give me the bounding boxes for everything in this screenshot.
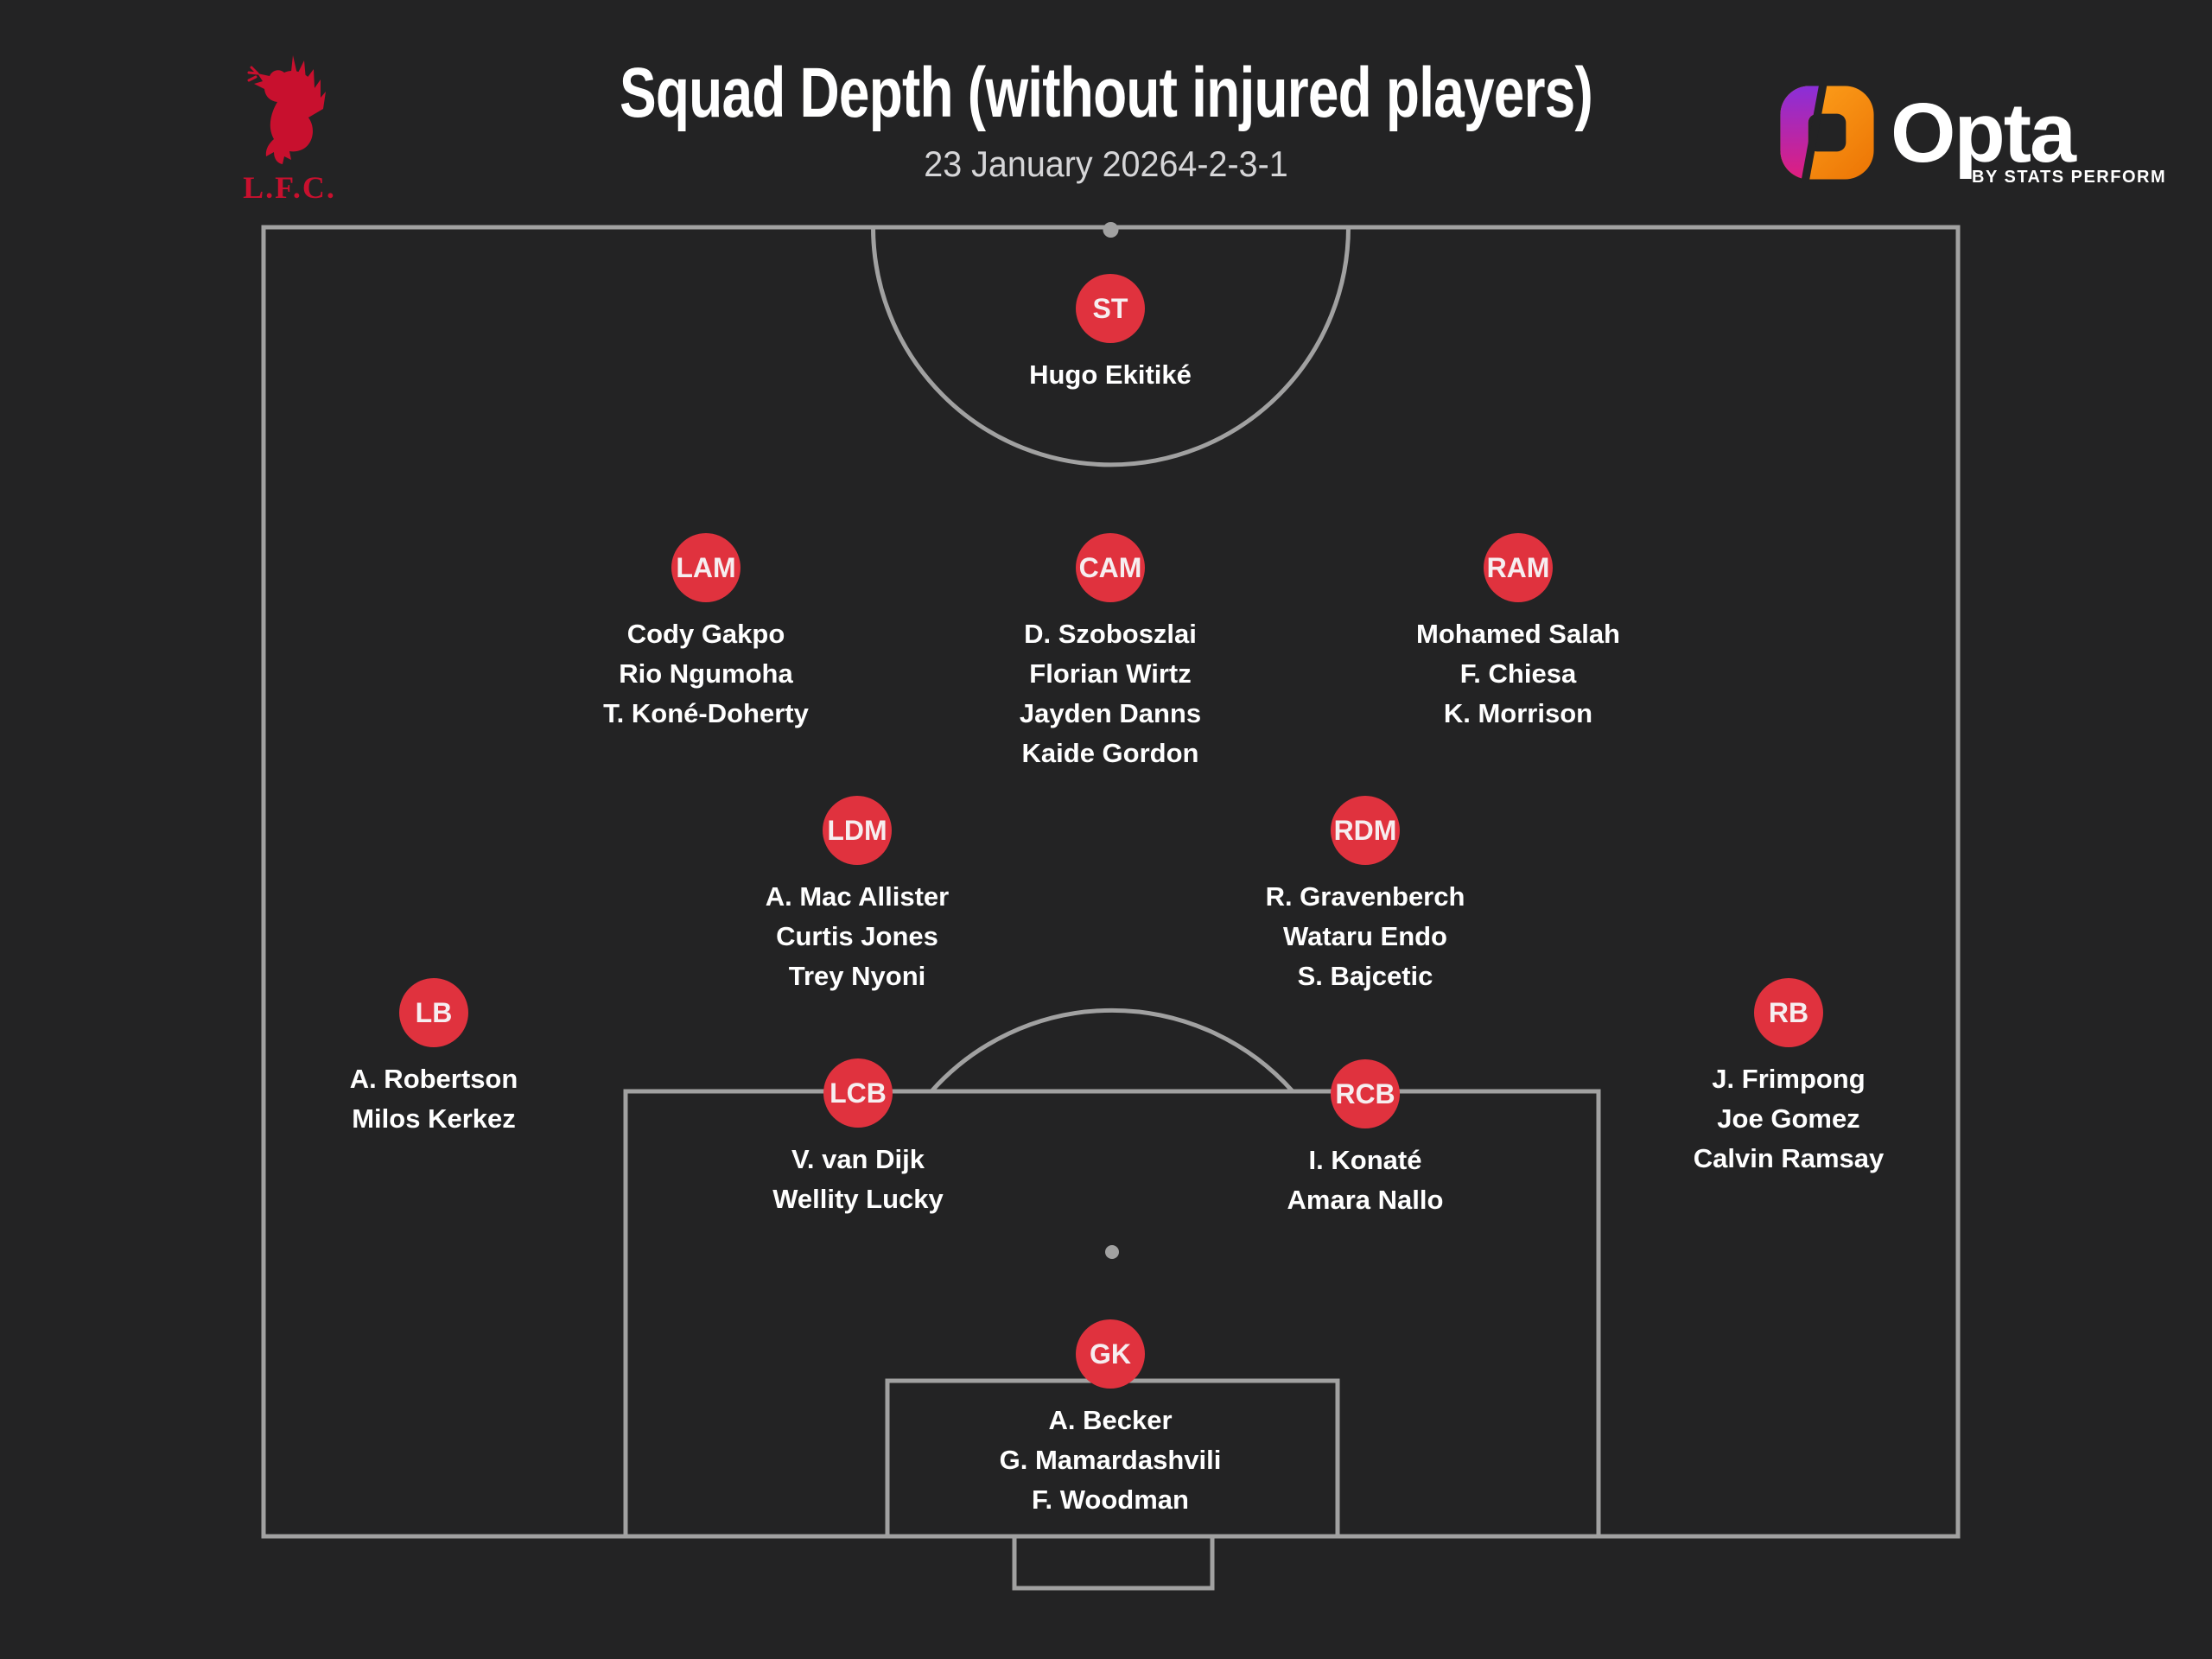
date-text: 23 January 2026 (924, 143, 1179, 184)
player-name: Rio Ngumoha (619, 658, 793, 689)
crest-label: L.F.C. (243, 170, 336, 205)
player-name: T. Koné-Doherty (603, 698, 809, 728)
position-group-ram: RAM Mohamed Salah F. Chiesa K. Morrison (1328, 533, 1708, 734)
position-group-cam: CAM D. Szoboszlai Florian Wirtz Jayden Dann… (920, 533, 1300, 773)
player-name: A. Mac Allister (765, 881, 950, 912)
player-name: Cody Gakpo (626, 619, 785, 649)
player-list: J. Frimpong Joe Gomez Calvin Ramsay (1599, 1059, 1979, 1179)
page-title: Squad Depth (without injured players) (619, 54, 1593, 132)
position-badge-cam: CAM (1076, 533, 1145, 602)
player-name: F. Chiesa (1459, 658, 1577, 689)
opta-mark-icon (1780, 83, 1874, 182)
player-name: S. Bajcetic (1297, 961, 1433, 991)
player-name: Wataru Endo (1282, 921, 1447, 951)
player-name: Wellity Lucky (772, 1184, 944, 1214)
player-name: Mohamed Salah (1416, 619, 1620, 649)
player-list: A. Becker G. Mamardashvili F. Woodman (920, 1401, 1300, 1520)
position-badge-rb: RB (1754, 978, 1823, 1047)
position-group-st: ST Hugo Ekitiké (920, 274, 1300, 395)
position-group-rcb: RCB I. Konaté Amara Nallo (1175, 1059, 1555, 1220)
player-name: F. Woodman (1032, 1484, 1189, 1515)
opta-byline: BY STATS PERFORM (1972, 168, 2167, 187)
position-group-rb: RB J. Frimpong Joe Gomez Calvin Ramsay (1599, 978, 1979, 1179)
player-name: Milos Kerkez (352, 1103, 516, 1134)
penalty-arc (930, 1007, 1294, 1093)
player-name: A. Robertson (349, 1064, 518, 1094)
player-list: Cody Gakpo Rio Ngumoha T. Koné-Doherty (516, 614, 896, 734)
position-group-lb: LB A. Robertson Milos Kerkez (244, 978, 624, 1139)
position-badge-lb: LB (399, 978, 468, 1047)
position-badge-lam: LAM (671, 533, 741, 602)
position-group-rdm: RDM R. Gravenberch Wataru Endo S. Bajcetic (1175, 796, 1555, 996)
liver-bird-icon (247, 55, 326, 164)
position-badge-lcb: LCB (823, 1058, 893, 1128)
liverpool-crest: L.F.C. (243, 50, 336, 206)
player-name: Florian Wirtz (1029, 658, 1192, 689)
player-name: Jayden Danns (1019, 698, 1202, 728)
position-group-lam: LAM Cody Gakpo Rio Ngumoha T. Koné-Doherty (516, 533, 896, 734)
position-badge-ram: RAM (1484, 533, 1553, 602)
goal (1012, 1534, 1215, 1591)
player-list: A. Robertson Milos Kerkez (244, 1059, 624, 1139)
position-badge-ldm: LDM (823, 796, 892, 865)
player-list: D. Szoboszlai Florian Wirtz Jayden Danns Ka… (920, 614, 1300, 773)
player-name: J. Frimpong (1712, 1064, 1866, 1094)
subtitle: 23 January 20264-2-3-1 (67, 143, 2145, 185)
player-name: Curtis Jones (776, 921, 938, 951)
position-badge-st: ST (1076, 274, 1145, 343)
player-list: I. Konaté Amara Nallo (1175, 1141, 1555, 1220)
center-spot (1103, 222, 1119, 238)
position-badge-gk: GK (1076, 1319, 1145, 1389)
player-name: V. van Dijk (791, 1144, 925, 1174)
position-group-gk: GK A. Becker G. Mamardashvili F. Woodman (920, 1319, 1300, 1520)
player-list: Mohamed Salah F. Chiesa K. Morrison (1328, 614, 1708, 734)
penalty-spot (1105, 1245, 1119, 1259)
player-name: Calvin Ramsay (1693, 1143, 1885, 1173)
position-badge-rdm: RDM (1331, 796, 1400, 865)
opta-wordmark: Opta (1891, 86, 2076, 180)
player-name: A. Becker (1048, 1405, 1173, 1435)
player-list: V. van Dijk Wellity Lucky (668, 1140, 1048, 1219)
player-name: Amara Nallo (1287, 1185, 1444, 1215)
player-name: D. Szoboszlai (1024, 619, 1197, 649)
player-name: Kaide Gordon (1021, 738, 1199, 768)
player-name: Trey Nyoni (788, 961, 926, 991)
formation-text: 4-2-3-1 (1178, 143, 1288, 184)
player-list: A. Mac Allister Curtis Jones Trey Nyoni (667, 877, 1047, 996)
player-name: Hugo Ekitiké (1029, 359, 1192, 390)
player-list: R. Gravenberch Wataru Endo S. Bajcetic (1175, 877, 1555, 996)
player-name: K. Morrison (1443, 698, 1593, 728)
player-name: I. Konaté (1308, 1145, 1422, 1175)
position-badge-rcb: RCB (1331, 1059, 1400, 1128)
player-name: Joe Gomez (1717, 1103, 1860, 1134)
player-name: G. Mamardashvili (999, 1445, 1222, 1475)
position-group-ldm: LDM A. Mac Allister Curtis Jones Trey Nyoni (667, 796, 1047, 996)
player-name: R. Gravenberch (1265, 881, 1465, 912)
position-group-lcb: LCB V. van Dijk Wellity Lucky (668, 1058, 1048, 1219)
center-circle (871, 226, 1351, 467)
player-list: Hugo Ekitiké (920, 355, 1300, 395)
